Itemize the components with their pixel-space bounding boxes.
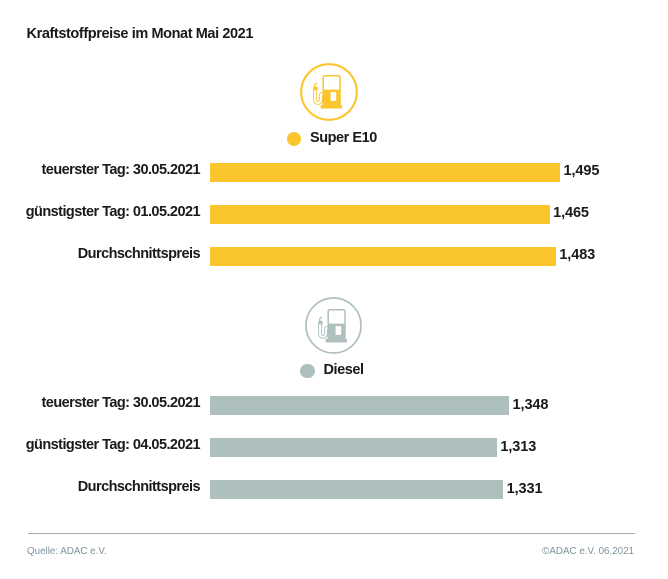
- footer-copyright: ©ADAC e.V. 06.2021: [542, 545, 634, 557]
- chart-title: Kraftstoffpreise im Monat Mai 2021: [26, 25, 254, 42]
- bar-value: 1,331: [506, 480, 543, 497]
- legend-super-e10: Super E10: [286, 130, 377, 147]
- footer-source: Quelle: ADAC e.V.: [27, 545, 107, 557]
- bar-row: Durchschnittspreis 1,483: [0, 245, 668, 266]
- bar: [210, 246, 556, 266]
- footer-divider: [28, 532, 635, 534]
- bar-value: 1,348: [512, 396, 549, 413]
- bar-value: 1,313: [500, 438, 537, 455]
- legend-dot: [300, 363, 315, 379]
- bar: [210, 480, 504, 499]
- bar: [210, 396, 510, 415]
- bar-row: teuerster Tag: 30.05.2021 1,348: [0, 395, 668, 415]
- bar: [210, 162, 561, 182]
- fuel-pump-icon: [299, 62, 359, 122]
- bar: [210, 438, 497, 457]
- bar-row: günstigster Tag: 04.05.2021 1,313: [0, 437, 668, 457]
- bar-row: günstigster Tag: 01.05.2021 1,465: [0, 203, 668, 224]
- legend-label: Super E10: [310, 130, 377, 146]
- fuel-pump-icon: [304, 296, 364, 356]
- bar-label: günstigster Tag: 01.05.2021: [25, 203, 201, 220]
- bar-row: Durchschnittspreis 1,331: [0, 479, 668, 499]
- bar-value: 1,465: [553, 205, 589, 221]
- bar-label: Durchschnittspreis: [77, 245, 201, 262]
- legend-label: Diesel: [323, 362, 364, 378]
- bar: [210, 204, 550, 224]
- bar-label: teuerster Tag: 30.05.2021: [41, 395, 201, 411]
- bar-label: Durchschnittspreis: [77, 479, 201, 495]
- bar-value: 1,495: [563, 163, 600, 179]
- bar-row: teuerster Tag: 30.05.2021 1,495: [0, 161, 668, 182]
- bar-value: 1,483: [559, 247, 596, 263]
- legend-diesel: Diesel: [300, 362, 364, 379]
- bar-label: günstigster Tag: 04.05.2021: [25, 437, 201, 453]
- legend-dot: [286, 131, 301, 147]
- bar-label: teuerster Tag: 30.05.2021: [41, 161, 201, 178]
